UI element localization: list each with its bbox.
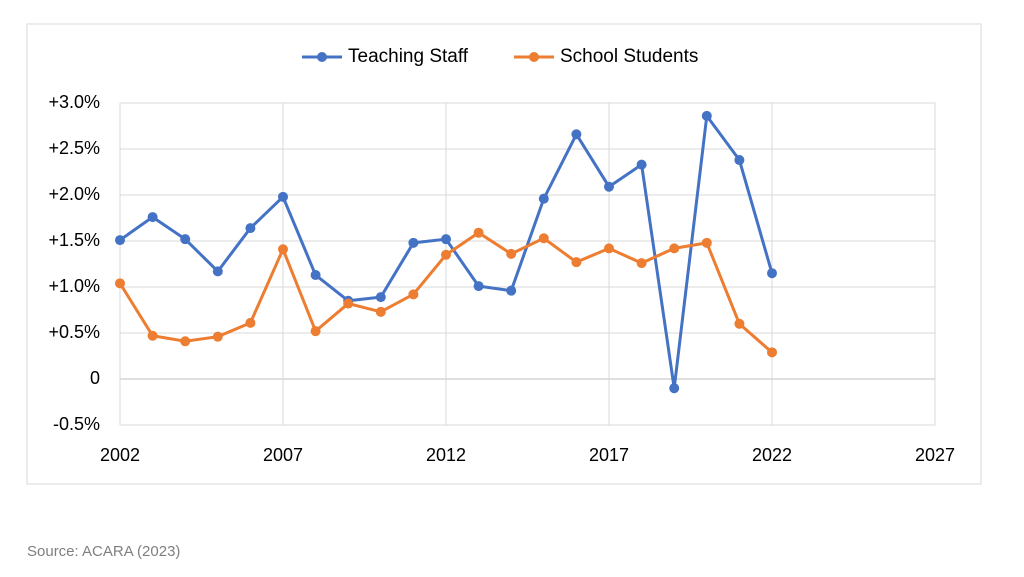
data-point xyxy=(767,347,777,358)
y-tick-label: -0.5% xyxy=(53,414,100,434)
data-point xyxy=(115,278,125,289)
data-point xyxy=(701,237,712,248)
source-note: Source: ACARA (2023) xyxy=(27,543,180,560)
data-point xyxy=(147,330,158,341)
data-point xyxy=(506,285,517,296)
data-point xyxy=(669,243,680,254)
chart-frame xyxy=(26,23,982,485)
data-point xyxy=(636,258,647,269)
data-point xyxy=(669,383,680,394)
data-point xyxy=(180,234,191,245)
data-point xyxy=(538,233,549,244)
data-point xyxy=(734,155,745,166)
data-point xyxy=(408,289,419,300)
x-tick-label: 2017 xyxy=(589,445,629,465)
data-point xyxy=(310,270,321,281)
legend-label: School Students xyxy=(560,46,698,67)
data-point xyxy=(147,212,158,223)
data-point xyxy=(441,234,451,245)
y-tick-label: +1.5% xyxy=(48,230,100,250)
data-point xyxy=(571,257,582,268)
y-tick-label: +2.0% xyxy=(48,184,100,204)
legend-marker xyxy=(317,52,327,62)
data-point xyxy=(115,235,125,246)
data-point xyxy=(636,159,647,170)
data-point xyxy=(604,243,614,254)
data-point xyxy=(538,193,549,204)
x-tick-label: 2027 xyxy=(915,445,955,465)
data-point xyxy=(245,317,256,328)
data-point xyxy=(734,318,745,329)
x-tick-label: 2012 xyxy=(426,445,466,465)
data-point xyxy=(278,244,288,255)
data-point xyxy=(473,281,484,292)
legend-label: Teaching Staff xyxy=(348,46,469,67)
data-point xyxy=(701,110,712,121)
data-point xyxy=(310,326,321,337)
x-tick-label: 2007 xyxy=(263,445,303,465)
y-tick-label: +0.5% xyxy=(48,322,100,342)
x-tick-label: 2002 xyxy=(100,445,140,465)
data-point xyxy=(506,248,517,259)
data-point xyxy=(212,331,223,342)
data-point xyxy=(375,306,386,317)
data-point xyxy=(212,266,223,277)
data-point xyxy=(278,191,288,202)
y-tick-label: +2.5% xyxy=(48,138,100,158)
data-point xyxy=(375,292,386,303)
data-point xyxy=(180,336,191,347)
y-tick-label: +1.0% xyxy=(48,276,100,296)
data-point xyxy=(767,268,777,279)
legend-marker xyxy=(529,52,539,62)
y-tick-label: 0 xyxy=(90,368,100,388)
data-point xyxy=(571,129,582,140)
data-point xyxy=(408,237,419,248)
data-point xyxy=(604,181,614,192)
data-point xyxy=(245,223,256,234)
y-tick-label: +3.0% xyxy=(48,92,100,112)
data-point xyxy=(473,227,484,238)
data-point xyxy=(441,249,451,260)
data-point xyxy=(343,298,354,309)
x-tick-label: 2022 xyxy=(752,445,792,465)
